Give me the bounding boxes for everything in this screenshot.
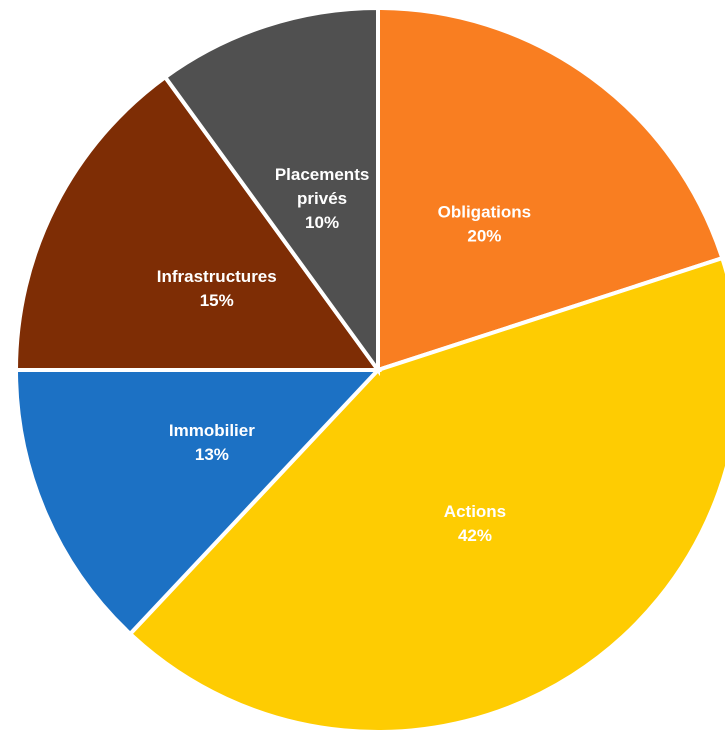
data-label-1: Actions 42%	[444, 502, 506, 545]
pie-slice-4	[162, 5, 380, 377]
data-label-2: Immobilier 13%	[169, 421, 255, 464]
data-label-3-line-1: 15%	[200, 291, 234, 310]
data-label-0: Obligations 20%	[438, 203, 532, 246]
data-label-2-line-0: Immobilier	[169, 421, 255, 440]
data-label-4-line-1: privés	[297, 189, 347, 208]
pie-slice-3	[13, 74, 382, 372]
pie-slice-0	[376, 5, 725, 373]
data-label-0-line-1: 20%	[467, 227, 501, 246]
pie-slices	[13, 5, 725, 731]
pie-labels: Obligations 20% Actions 42% Immobilier 13% Inf…	[157, 165, 531, 545]
data-label-3: Infrastructures 15%	[157, 267, 277, 310]
data-label-1-line-0: Actions	[444, 502, 506, 521]
pie-slice-1	[127, 255, 725, 731]
data-label-4-line-0: Placements	[275, 165, 370, 184]
pie-slice-2	[13, 368, 383, 637]
data-label-3-line-0: Infrastructures	[157, 267, 277, 286]
data-label-1-line-1: 42%	[458, 526, 492, 545]
data-label-2-line-1: 13%	[195, 445, 229, 464]
data-label-4: Placements privés 10%	[275, 165, 370, 232]
data-label-4-line-2: 10%	[305, 213, 339, 232]
data-label-0-line-0: Obligations	[438, 203, 532, 222]
